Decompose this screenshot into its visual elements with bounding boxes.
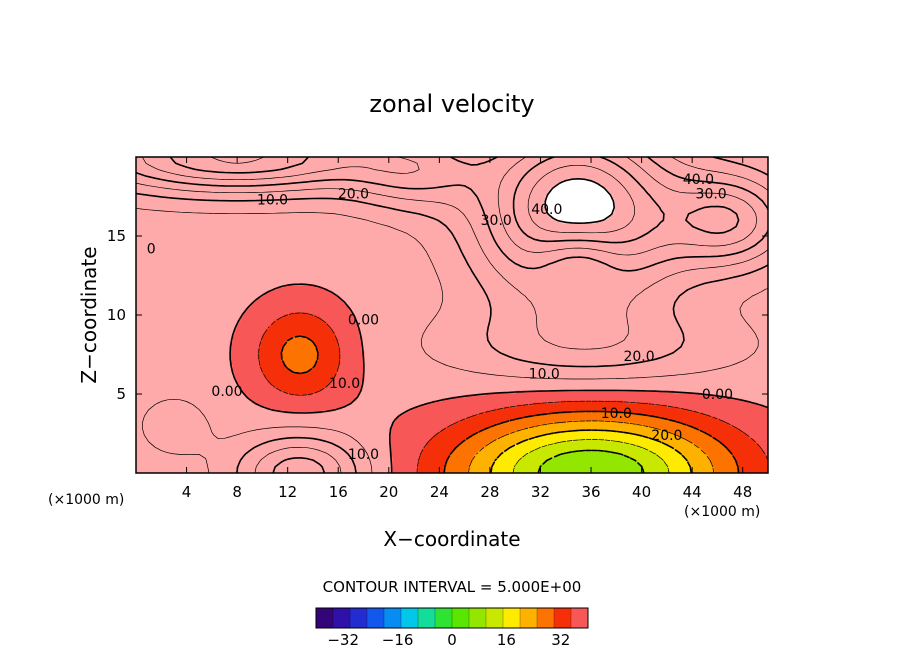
colorbar-ticks: −32 −16 0 16 32 <box>327 631 570 649</box>
chart-title: zonal velocity <box>369 90 534 118</box>
contour-line-neg25 <box>512 439 670 473</box>
contour-labels: 40.030.040.030.020.010.000.0020.010.00.0… <box>147 172 733 463</box>
contour-label: 0 <box>147 242 156 258</box>
x-tick-label: 48 <box>733 483 752 501</box>
contour-label: 10.0 <box>601 406 632 422</box>
contour-line-neg10 <box>280 335 740 473</box>
x-tick-label: 8 <box>232 483 242 501</box>
contour-line-30 <box>169 157 740 244</box>
contour-label: 40.0 <box>683 172 714 188</box>
x-axis-unit-left: (×1000 m) <box>48 492 124 508</box>
x-tick-label: 40 <box>632 483 651 501</box>
contour-line-neg5 <box>258 312 768 473</box>
contour-label: 0.00 <box>211 384 242 400</box>
colorbar-tick-label: −16 <box>382 631 414 649</box>
plot-area: 40.030.040.030.020.010.000.0020.010.00.0… <box>135 156 769 474</box>
colorbar-frame <box>315 607 589 629</box>
x-tick-label: 24 <box>430 483 449 501</box>
contour-label: 20.0 <box>338 186 369 202</box>
x-tick-label: 4 <box>182 483 192 501</box>
x-tick-label: 28 <box>480 483 499 501</box>
colorbar: −32 −16 0 16 32 <box>315 607 589 649</box>
y-axis-ticks: 5 10 15 <box>107 227 768 403</box>
x-tick-label: 44 <box>683 483 702 501</box>
x-axis-label: X−coordinate <box>383 527 520 551</box>
contour-label: 20.0 <box>651 428 682 444</box>
contour-line-25 <box>141 157 758 256</box>
contour-label: 0.00 <box>348 313 379 329</box>
x-tick-label: 36 <box>581 483 600 501</box>
y-axis-label: Z−coordinate <box>77 246 101 383</box>
contour-label: 0.00 <box>702 387 733 403</box>
colorbar-tick-label: −32 <box>327 631 359 649</box>
x-axis-ticks: 4 8 12 16 20 24 28 32 36 40 44 48 <box>182 157 752 501</box>
contour-label: 10.0 <box>529 366 560 382</box>
contour-line-15 <box>136 157 768 473</box>
colorbar-divisions <box>332 608 572 628</box>
contour-line-40 <box>544 178 615 224</box>
y-tick-label: 5 <box>116 385 126 403</box>
x-tick-label: 20 <box>379 483 398 501</box>
contour-label: 10.0 <box>257 193 288 209</box>
contour-line-neg30 <box>537 449 645 473</box>
y-tick-label: 10 <box>107 306 126 324</box>
contour-line-35 <box>210 157 635 234</box>
contour-line-0 <box>229 283 768 473</box>
contour-label: 20.0 <box>623 349 654 365</box>
contour-lines <box>136 157 768 473</box>
y-tick-label: 15 <box>107 227 126 245</box>
x-axis-unit-right: (×1000 m) <box>684 504 760 520</box>
contour-line-neg15 <box>468 420 715 473</box>
contour-label: 40.0 <box>531 202 562 218</box>
x-tick-label: 12 <box>278 483 297 501</box>
x-tick-label: 16 <box>329 483 348 501</box>
x-tick-label: 32 <box>531 483 550 501</box>
contour-interval: CONTOUR INTERVAL = 5.000E+00 <box>323 578 582 596</box>
contour-line-20 <box>136 157 768 473</box>
contour-label: 30.0 <box>481 213 512 229</box>
colorbar-tick-label: 0 <box>447 631 457 649</box>
colorbar-tick-label: 32 <box>551 631 570 649</box>
contour-label: 10.0 <box>348 447 379 463</box>
colorbar-tick-label: 16 <box>497 631 516 649</box>
velocity-field <box>136 157 768 473</box>
contour-label: 10.0 <box>329 376 360 392</box>
contour-line-neg20 <box>490 429 693 473</box>
contour-line-5 <box>136 207 768 473</box>
contour-label: 30.0 <box>696 186 727 202</box>
